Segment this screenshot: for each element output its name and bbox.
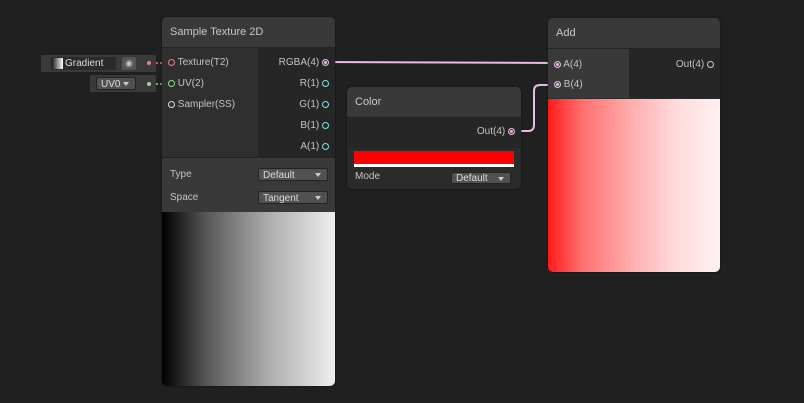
port-b[interactable]: B(1): [300, 119, 329, 133]
port-a[interactable]: A(1): [300, 140, 329, 154]
port-label: B(4): [563, 79, 583, 90]
node-title: Color: [347, 87, 521, 118]
add-node[interactable]: Add A(4) B(4) Out(4): [548, 18, 720, 272]
port-label: R(1): [299, 78, 320, 89]
port-label: Out(4): [476, 126, 506, 137]
uv-dropdown[interactable]: UV0: [96, 77, 136, 90]
port-label: UV(2): [177, 78, 204, 89]
port-a[interactable]: A(4): [554, 58, 582, 72]
type-dropdown[interactable]: Default: [258, 168, 328, 181]
sample-texture-2d-node[interactable]: Sample Texture 2D Texture(T2) UV(2) Samp…: [162, 17, 335, 386]
port-uv[interactable]: UV(2): [168, 77, 204, 91]
color-node[interactable]: Color Out(4) Mode Default: [347, 87, 521, 189]
mode-label: Mode: [355, 171, 381, 182]
preview: [548, 99, 720, 272]
port-out[interactable]: Out(4): [676, 58, 714, 72]
color-swatch[interactable]: [354, 151, 514, 167]
gradient-label: Gradient: [65, 58, 104, 69]
edge-color-to-b: [511, 84, 557, 132]
node-title: Add: [548, 18, 720, 49]
space-dropdown[interactable]: Tangent: [258, 191, 328, 204]
port-g[interactable]: G(1): [299, 98, 329, 112]
port-texture[interactable]: Texture(T2): [168, 56, 229, 70]
mode-dropdown[interactable]: Default: [451, 172, 511, 184]
port-out[interactable]: Out(4): [477, 125, 515, 139]
gradient-input-field[interactable]: Gradient ◉: [41, 55, 156, 72]
port-sampler[interactable]: Sampler(SS): [168, 98, 235, 112]
port-label: RGBA(4): [278, 57, 320, 68]
preview: [162, 212, 335, 386]
port-label: A(1): [300, 141, 320, 152]
edge-rgba-to-a: [324, 61, 558, 64]
port-label: B(1): [300, 120, 320, 131]
port-label: Texture(T2): [177, 57, 229, 68]
gradient-swatch[interactable]: [53, 58, 63, 69]
port-label: Sampler(SS): [177, 99, 236, 110]
uv-input-field: UV0: [90, 75, 156, 92]
object-picker-icon[interactable]: ◉: [122, 57, 136, 70]
port-label: G(1): [299, 99, 320, 110]
space-label: Space: [170, 192, 199, 203]
type-label: Type: [170, 169, 192, 180]
port-b[interactable]: B(4): [554, 78, 583, 92]
connector-dot: [147, 82, 151, 86]
connector-dot: [147, 61, 151, 65]
port-r[interactable]: R(1): [300, 77, 329, 91]
port-label: A(4): [563, 59, 583, 70]
port-rgba[interactable]: RGBA(4): [279, 56, 329, 70]
node-title: Sample Texture 2D: [162, 17, 335, 48]
port-label: Out(4): [675, 59, 705, 70]
